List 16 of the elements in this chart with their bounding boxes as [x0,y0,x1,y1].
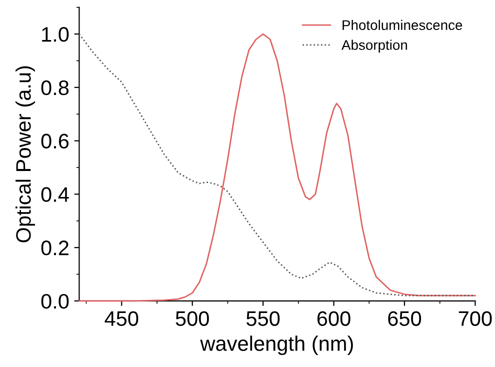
x-axis-title: wavelength (nm) [200,336,353,356]
x-tick-label: 450 [104,311,138,326]
legend-label: Absorption [342,40,407,53]
y-tick-label: 1.0 [42,27,69,42]
y-axis-title: Optical Power (a.u) [16,66,35,242]
x-tick-label: 650 [388,311,422,326]
x-tick-label: 500 [176,311,209,326]
x-tick-label: 700 [458,311,492,326]
y-tick-label: 0.6 [41,134,69,149]
y-tick-label: 0.4 [41,187,69,202]
y-tick-label: 0.2 [41,240,68,256]
x-tick-label: 600 [317,311,350,326]
y-tick-label: 0.8 [41,80,69,96]
legend-label: Photoluminescence [342,20,462,30]
y-tick-label: 0.0 [41,294,69,309]
x-tick-label: 550 [246,311,280,326]
